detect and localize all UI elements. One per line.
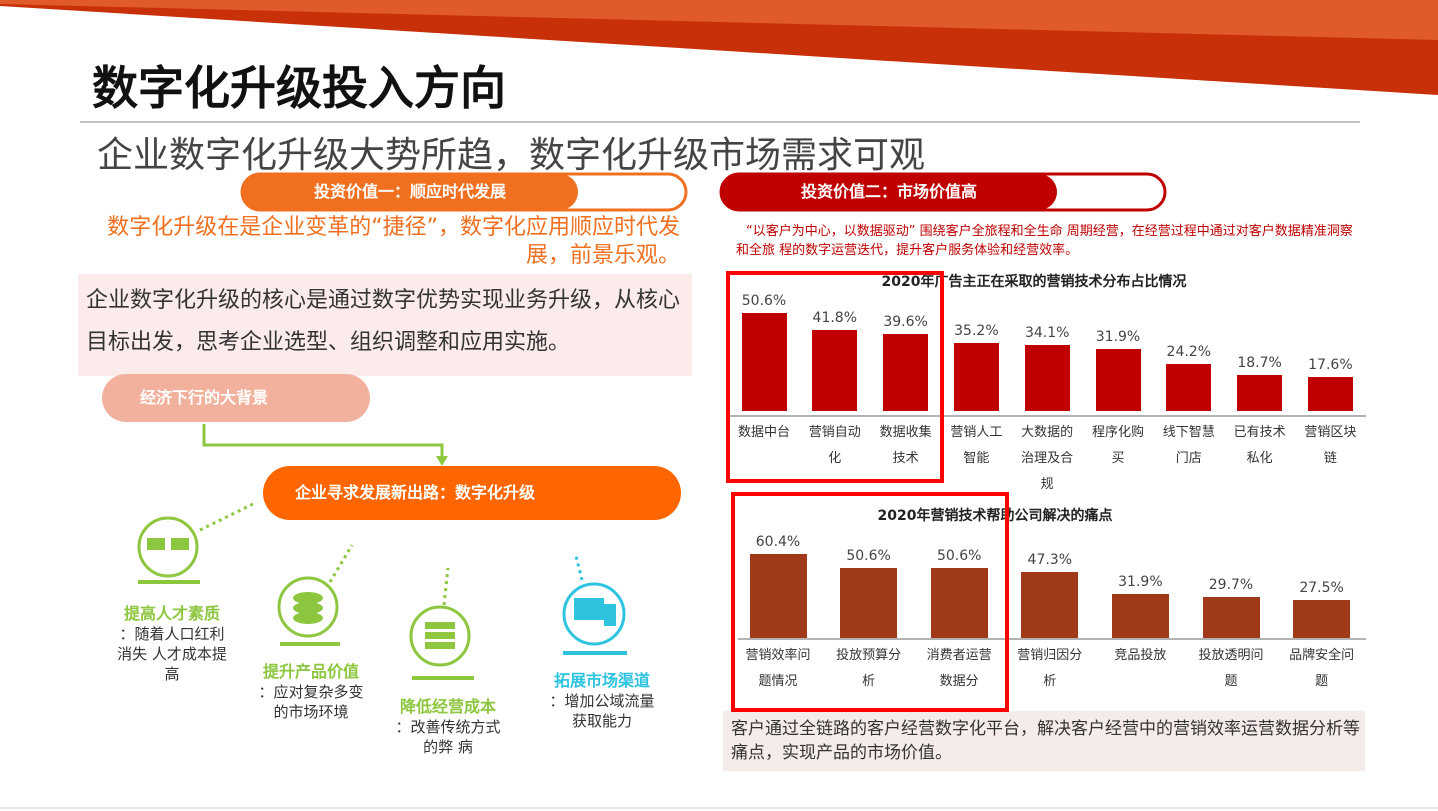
value-label: 34.1% <box>1024 324 1070 341</box>
headline: “以客户为中心，以数据驱动” 围绕客户全旅程和全生命 周期经营，在经营过程中通过… <box>736 224 1353 258</box>
bar <box>741 312 787 411</box>
value-label: 18.7% <box>1237 354 1282 371</box>
bar <box>749 554 807 638</box>
x-tick-label: 投放透明问题 <box>1198 648 1264 689</box>
value-label: 27.5% <box>1299 579 1344 596</box>
bar <box>1111 593 1169 638</box>
item: 提高人才素质 ：随着人口红利消失 人才成本提 高 <box>114 600 230 684</box>
x-tick-label: 数据中台 <box>737 425 790 440</box>
item: 降低经营成本 ：改善传统方式的弊 病 <box>394 693 502 757</box>
item-title: 拓展市场渠道 <box>553 671 650 690</box>
x-tick-label: 程序化购买 <box>1091 425 1144 466</box>
bar <box>1095 349 1141 411</box>
x-tick-label: 大数据的治理及合规 <box>1021 425 1074 492</box>
value-label: 17.6% <box>1308 356 1353 373</box>
top-band-light <box>0 0 1438 40</box>
subtitle: 企业数字化升级大势所趋，数字化升级市场需求可观 <box>97 135 926 176</box>
bar <box>1166 364 1212 411</box>
item-title: 提升产品价值 <box>262 662 359 681</box>
value-label: 29.7% <box>1208 576 1254 593</box>
item: 拓展市场渠道 ：增加公域流量获取能力 <box>548 667 656 731</box>
value-label: 35.2% <box>954 322 999 339</box>
chart-title: 2020年营销技术帮助公司解决的痛点 <box>877 508 1113 524</box>
highlight-box <box>731 492 1009 712</box>
x-tick-label: 数据收集技术 <box>879 425 932 466</box>
icon <box>562 582 627 655</box>
pill-fill <box>721 174 1057 210</box>
item: 提升产品价值 ：应对复杂多变的市场环境 <box>256 658 366 722</box>
value-label: 31.9% <box>1095 329 1141 346</box>
x-tick-label: 营销归因分析 <box>1017 648 1083 689</box>
outcome-pill: 企业寻求发展新出路：数字化升级 <box>263 466 681 520</box>
item-title: 提高人才素质 <box>123 604 220 623</box>
value-label: 47.3% <box>1027 552 1073 569</box>
bar <box>1202 596 1260 638</box>
x-tick-label: 营销区块链 <box>1304 425 1357 466</box>
x-tick-label: 投放预算分析 <box>836 648 902 689</box>
x-tick-label: 已有技术私化 <box>1233 425 1286 466</box>
chart-title: 2020年广告主正在采取的营销技术分布占比情况 <box>881 274 1187 290</box>
footer-text: 客户通过全链路的客户经营数字化平台，解决客户经营中的营销效率运营数据分析等痛点，… <box>723 711 1365 771</box>
title: 数字化升级投入方向 <box>92 61 506 115</box>
highlight-box <box>726 271 944 483</box>
bar <box>883 334 929 411</box>
body-text: 企业数字化升级的核心是通过数字优势实现业务升级，从核心目标出发，思考企业选型、组… <box>78 274 692 376</box>
bar <box>953 342 999 411</box>
item-text: ：应对复杂多变的市场环境 <box>258 683 364 721</box>
x-tick-label: 营销效率问题情况 <box>745 648 811 689</box>
bar <box>1307 376 1353 411</box>
x-tick-label: 营销人工智能 <box>950 425 1003 466</box>
x-tick-label: 竞品投放 <box>1114 648 1167 663</box>
icon <box>137 516 200 584</box>
value-label: 50.6% <box>846 547 891 564</box>
dots <box>442 567 450 606</box>
item-text: ：改善传统方式的弊 病 <box>395 718 501 756</box>
value-label: 50.6% <box>741 292 787 309</box>
pill-label: 投资价值一：顺应时代发展 <box>313 182 506 201</box>
pill-label: 投资价值二：市场价值高 <box>800 182 977 201</box>
arrow-head <box>436 456 448 466</box>
dots <box>574 555 584 581</box>
item-text: ：增加公域流量获取能力 <box>549 692 655 730</box>
icon <box>277 576 340 646</box>
bar <box>1021 572 1079 638</box>
headline: 数字化升级在是企业变革的“捷径”，数字化应用顺应时代发展，前景乐观。 <box>107 215 680 268</box>
x-tick-label: 营销自动化 <box>808 425 861 466</box>
bar <box>1237 374 1283 411</box>
x-tick-label: 线下智慧门店 <box>1162 425 1215 466</box>
value-label: 31.9% <box>1118 573 1163 590</box>
icon <box>409 605 474 680</box>
pill-fill <box>242 174 578 210</box>
connector <box>202 424 444 460</box>
item-title: 降低经营成本 <box>399 697 496 716</box>
bar <box>930 567 988 638</box>
dots <box>328 544 354 583</box>
x-tick-label: 消费者运营数据分 <box>926 648 992 689</box>
value-label: 24.2% <box>1166 344 1212 361</box>
bar <box>840 567 898 638</box>
bar <box>1293 599 1351 638</box>
value-label: 50.6% <box>936 547 982 564</box>
dots <box>199 501 256 532</box>
bar <box>1024 344 1070 411</box>
value-label: 39.6% <box>883 314 928 331</box>
background-pill: 经济下行的大背景 <box>102 374 370 422</box>
value-label: 41.8% <box>812 309 858 326</box>
value-label: 60.4% <box>755 534 801 551</box>
x-tick-label: 品牌安全问题 <box>1289 648 1355 689</box>
item-text: ：随着人口红利消失 人才成本提 高 <box>117 625 227 683</box>
bar <box>812 329 858 411</box>
